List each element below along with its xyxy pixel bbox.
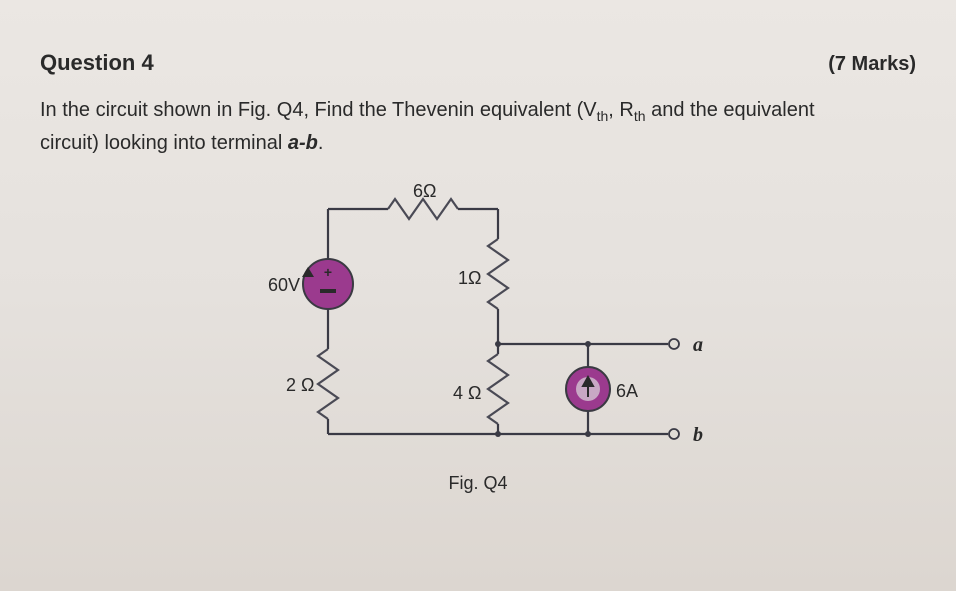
node-dot bbox=[585, 341, 591, 347]
rth-sub: th bbox=[634, 108, 646, 124]
resistor-4ohm bbox=[488, 354, 508, 424]
node-dot bbox=[495, 431, 501, 437]
resistor-6ohm bbox=[388, 199, 458, 219]
vsrc-minus bbox=[320, 289, 336, 293]
label-r6: 6Ω bbox=[413, 181, 436, 201]
vsrc-plus: + bbox=[324, 264, 332, 280]
label-r2: 2 Ω bbox=[286, 375, 314, 395]
vth-sub: th bbox=[597, 108, 609, 124]
label-b: b bbox=[693, 424, 703, 446]
terminal-a-node bbox=[669, 339, 679, 349]
node-dot bbox=[495, 341, 501, 347]
terminal-ab: a-b bbox=[288, 132, 318, 154]
body-text-1: In the circuit shown in Fig. Q4, Find th… bbox=[40, 99, 597, 121]
label-vsrc: 60V bbox=[268, 275, 300, 295]
label-r1: 1Ω bbox=[458, 268, 481, 288]
body-text-5: . bbox=[318, 132, 324, 154]
resistor-2ohm bbox=[318, 349, 338, 419]
label-r4: 4 Ω bbox=[453, 383, 481, 403]
node-dot bbox=[585, 431, 591, 437]
circuit-diagram: 6Ω + 60V 2 Ω 1Ω a bbox=[208, 169, 748, 509]
label-isrc: 6A bbox=[616, 381, 638, 401]
label-a: a bbox=[693, 334, 703, 356]
figure-caption: Fig. Q4 bbox=[448, 473, 507, 493]
body-text-2: , R bbox=[608, 99, 634, 121]
page: Question 4 (7 Marks) In the circuit show… bbox=[0, 0, 956, 591]
resistor-1ohm bbox=[488, 239, 508, 309]
body-text-4: circuit) looking into terminal bbox=[40, 132, 288, 154]
circuit-container: 6Ω + 60V 2 Ω 1Ω a bbox=[40, 169, 916, 509]
body-text-3: and the equivalent bbox=[646, 99, 815, 121]
question-body: In the circuit shown in Fig. Q4, Find th… bbox=[40, 94, 916, 159]
question-title: Question 4 bbox=[40, 50, 154, 76]
terminal-b-node bbox=[669, 429, 679, 439]
marks-label: (7 Marks) bbox=[828, 53, 916, 76]
header-row: Question 4 (7 Marks) bbox=[40, 50, 916, 76]
